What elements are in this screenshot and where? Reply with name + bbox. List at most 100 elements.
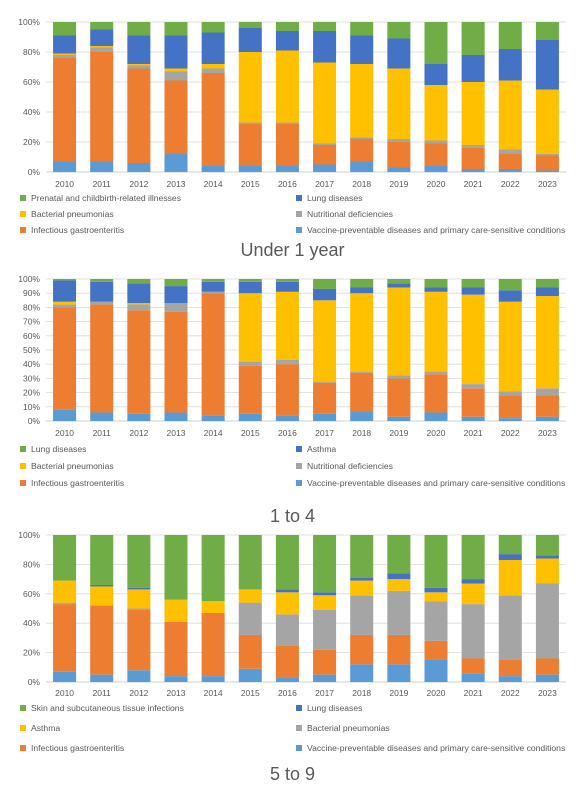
bar-segment-infectious-gastroenteritis-2023 bbox=[535, 658, 559, 675]
bar-segment-lung-diseases-2016 bbox=[275, 31, 299, 51]
bar-segment-bacterial-pneumonias-2023 bbox=[535, 296, 559, 389]
legend-label: Bacterial pneumonias bbox=[31, 461, 114, 471]
x-tick-label: 2014 bbox=[204, 428, 223, 438]
bar-segment-nutritional-deficiencies-2016 bbox=[275, 122, 299, 124]
y-tick-label: 30% bbox=[23, 373, 40, 383]
legend-label: Asthma bbox=[307, 444, 337, 454]
bar-segment-infectious-gastroenteritis-2012 bbox=[127, 609, 151, 671]
bar-segment-skin-and-subcutaneous-tissue-infections-2020 bbox=[424, 535, 448, 588]
bar-segment-bacterial-pneumonias-2010 bbox=[53, 602, 77, 605]
x-tick-label: 2017 bbox=[315, 179, 334, 189]
chart-legend-5-to-9: Skin and subcutaneous tissue infections L… bbox=[0, 698, 585, 756]
legend-label: Infectious gastroenteritis bbox=[31, 743, 125, 753]
legend-item-vaccine-preventable-diseases-and-primary-care-sensitive-conditions: Vaccine-preventable diseases and primary… bbox=[296, 225, 565, 235]
bar-segment-bacterial-pneumonias-2019 bbox=[387, 68, 411, 139]
bar-segment-infectious-gastroenteritis-2019 bbox=[387, 378, 411, 417]
legend-label: Lung diseases bbox=[307, 703, 363, 713]
bar-segment-infectious-gastroenteritis-2011 bbox=[90, 52, 114, 162]
bar-segment-prenatal-and-childbirth-related-illnesses-2014 bbox=[201, 22, 225, 33]
legend-label: Bacterial pneumonias bbox=[31, 209, 114, 219]
bar-segment-vaccine-preventable-diseases-and-primary-care-sensitive-conditions-2014 bbox=[201, 676, 225, 682]
x-tick-label: 2016 bbox=[278, 179, 297, 189]
chart-legend-1-to-4: Lung diseases Asthma Bacterial pneumonias N… bbox=[0, 442, 585, 492]
x-tick-label: 2020 bbox=[427, 428, 446, 438]
bar-segment-vaccine-preventable-diseases-and-primary-care-sensitive-conditions-2016 bbox=[275, 677, 299, 682]
bar-segment-infectious-gastroenteritis-2015 bbox=[238, 634, 262, 669]
bar-segment-bacterial-pneumonias-2016 bbox=[275, 50, 299, 123]
bar-segment-nutritional-deficiencies-2020 bbox=[424, 371, 448, 375]
bar-segment-infectious-gastroenteritis-2018 bbox=[350, 634, 374, 665]
bar-segment-bacterial-pneumonias-2021 bbox=[461, 294, 485, 385]
bar-segment-infectious-gastroenteritis-2021 bbox=[461, 658, 485, 674]
bar-segment-bacterial-pneumonias-2020 bbox=[424, 601, 448, 641]
bar-segment-lung-diseases-2015 bbox=[238, 28, 262, 52]
bar-segment-lung-diseases-2011 bbox=[90, 584, 114, 587]
stacked-bar-chart-5-to-9: 0% 20% 40% 60% 80% 100% 2010 2011 2012 2013 2014 20… bbox=[18, 532, 566, 698]
bar-segment-infectious-gastroenteritis-2020 bbox=[424, 374, 448, 413]
bar-segment-vaccine-preventable-diseases-and-primary-care-sensitive-conditions-2013 bbox=[164, 412, 188, 421]
bar-segment-infectious-gastroenteritis-2014 bbox=[201, 73, 225, 166]
bar-segment-nutritional-deficiencies-2023 bbox=[535, 388, 559, 396]
bar-segment-vaccine-preventable-diseases-and-primary-care-sensitive-conditions-2012 bbox=[127, 413, 151, 421]
x-tick-label: 2020 bbox=[427, 179, 446, 189]
bar-segment-bacterial-pneumonias-2014 bbox=[201, 64, 225, 69]
bar-segment-lung-diseases-2015 bbox=[238, 279, 262, 282]
bar-segment-bacterial-pneumonias-2017 bbox=[313, 300, 337, 382]
bar-segment-bacterial-pneumonias-2012 bbox=[127, 64, 151, 66]
legend-item-infectious-gastroenteritis: Infectious gastroenteritis bbox=[20, 225, 124, 235]
bar-segment-bacterial-pneumonias-2022 bbox=[498, 301, 522, 392]
x-tick-label: 2023 bbox=[538, 179, 557, 189]
bar-segment-infectious-gastroenteritis-2017 bbox=[313, 382, 337, 414]
bar-segment-asthma-2016 bbox=[275, 281, 299, 292]
bar-segment-prenatal-and-childbirth-related-illnesses-2011 bbox=[90, 22, 114, 30]
bar-segment-asthma-2012 bbox=[127, 589, 151, 609]
bar-segment-asthma-2011 bbox=[90, 281, 114, 302]
y-tick-label: 80% bbox=[23, 302, 40, 312]
legend-swatch bbox=[20, 463, 26, 469]
legend-swatch bbox=[296, 480, 302, 486]
legend-swatch bbox=[296, 725, 302, 731]
bar-segment-nutritional-deficiencies-2021 bbox=[461, 145, 485, 148]
bar-segment-lung-diseases-2021 bbox=[461, 279, 485, 288]
bar-segment-bacterial-pneumonias-2018 bbox=[350, 64, 374, 138]
bar-segment-skin-and-subcutaneous-tissue-infections-2010 bbox=[53, 535, 77, 581]
x-tick-label: 2015 bbox=[241, 688, 260, 698]
x-tick-label: 2022 bbox=[501, 179, 520, 189]
bar-segment-prenatal-and-childbirth-related-illnesses-2022 bbox=[498, 22, 522, 49]
legend-item-prenatal-and-childbirth-related-illnesses: Prenatal and childbirth-related illnesse… bbox=[20, 193, 181, 203]
legend-label: Lung diseases bbox=[31, 444, 87, 454]
bar-segment-skin-and-subcutaneous-tissue-infections-2021 bbox=[461, 535, 485, 580]
legend-swatch bbox=[20, 446, 26, 452]
chart-panel-5-to-9: 0% 20% 40% 60% 80% 100% 2010 2011 2012 2013 2014 20… bbox=[0, 532, 585, 795]
bar-segment-nutritional-deficiencies-2020 bbox=[424, 140, 448, 144]
x-tick-label: 2019 bbox=[389, 688, 408, 698]
bar-segment-lung-diseases-2020 bbox=[424, 64, 448, 85]
bar-segment-lung-diseases-2020 bbox=[424, 279, 448, 288]
bar-segment-nutritional-deficiencies-2021 bbox=[461, 384, 485, 389]
bar-segment-prenatal-and-childbirth-related-illnesses-2017 bbox=[313, 22, 337, 31]
bar-segment-nutritional-deficiencies-2011 bbox=[90, 47, 114, 52]
x-tick-label: 2011 bbox=[93, 428, 112, 438]
bar-segment-lung-diseases-2019 bbox=[387, 38, 411, 69]
bar-segment-asthma-2022 bbox=[498, 290, 522, 302]
legend-swatch bbox=[20, 725, 26, 731]
bar-segment-lung-diseases-2019 bbox=[387, 573, 411, 580]
bar-segment-vaccine-preventable-diseases-and-primary-care-sensitive-conditions-2021 bbox=[461, 416, 485, 421]
bar-segment-vaccine-preventable-diseases-and-primary-care-sensitive-conditions-2018 bbox=[350, 411, 374, 421]
bar-segment-bacterial-pneumonias-2023 bbox=[535, 583, 559, 659]
chart-title-5-to-9: 5 to 9 bbox=[269, 764, 316, 784]
bar-segment-vaccine-preventable-diseases-and-primary-care-sensitive-conditions-2013 bbox=[164, 154, 188, 172]
bar-segment-vaccine-preventable-diseases-and-primary-care-sensitive-conditions-2022 bbox=[498, 676, 522, 682]
bar-segment-lung-diseases-2014 bbox=[201, 32, 225, 64]
bar-segment-nutritional-deficiencies-2012 bbox=[127, 304, 151, 311]
x-tick-label: 2021 bbox=[464, 688, 483, 698]
x-tick-label: 2020 bbox=[427, 688, 446, 698]
legend-item-infectious-gastroenteritis: Infectious gastroenteritis bbox=[20, 743, 124, 753]
bar-segment-vaccine-preventable-diseases-and-primary-care-sensitive-conditions-2023 bbox=[535, 416, 559, 421]
y-tick-label: 20% bbox=[23, 648, 40, 658]
legend-label: Skin and subcutaneous tissue infections bbox=[31, 703, 184, 713]
y-tick-label: 80% bbox=[23, 559, 40, 569]
legend-swatch bbox=[20, 480, 26, 486]
bar-segment-nutritional-deficiencies-2011 bbox=[90, 301, 114, 305]
x-tick-label: 2016 bbox=[278, 688, 297, 698]
